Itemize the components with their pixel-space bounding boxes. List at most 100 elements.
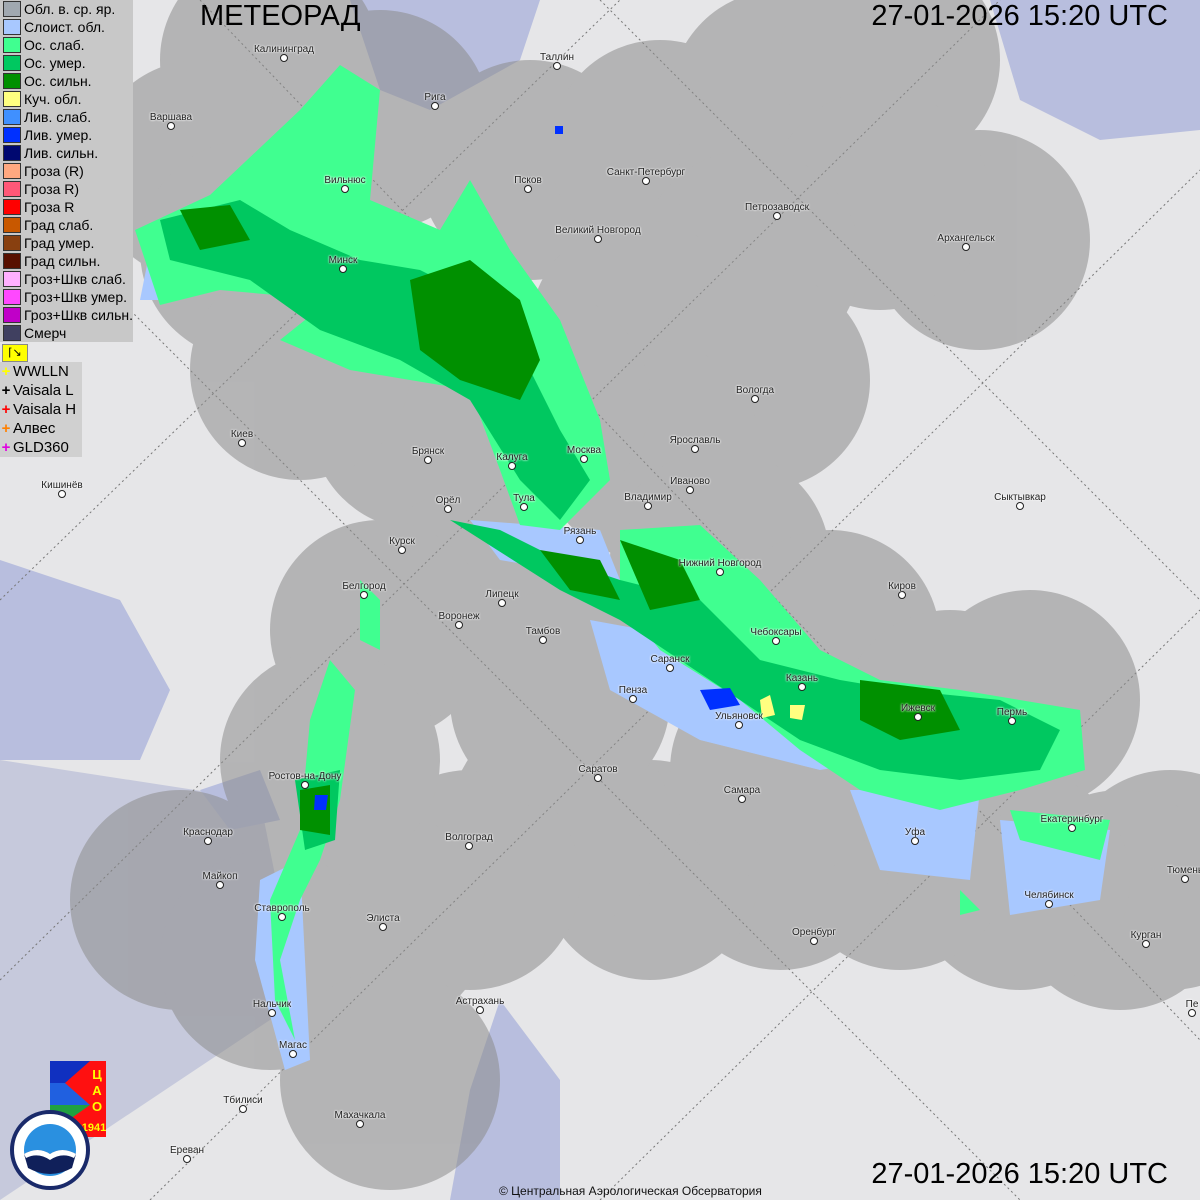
city-label: Калуга xyxy=(496,452,528,463)
legend-label: Гроза R) xyxy=(24,181,80,197)
legend-item: Град сильн. xyxy=(0,252,133,270)
legend-swatch xyxy=(3,1,21,17)
city-label: Волгоград xyxy=(445,832,493,843)
lightning-source: + Алвес xyxy=(0,419,82,438)
city-label: Воронеж xyxy=(438,611,480,622)
city-marker xyxy=(735,721,743,729)
city-marker xyxy=(465,842,473,850)
city-label: Пенза xyxy=(618,685,648,696)
lightning-cross-icon: + xyxy=(1,382,11,399)
city-marker xyxy=(379,923,387,931)
city-marker xyxy=(691,445,699,453)
city-marker xyxy=(629,695,637,703)
city-label: Ростов-на-Дону xyxy=(268,771,342,782)
city-marker xyxy=(204,837,212,845)
legend-swatch xyxy=(3,181,21,197)
city-label: Калининград xyxy=(253,44,315,55)
legend-label: Гроз+Шкв слаб. xyxy=(24,271,126,287)
city-marker xyxy=(301,781,309,789)
city-label: Таллин xyxy=(540,52,574,63)
city-label: Самара xyxy=(723,785,761,796)
city-marker xyxy=(431,102,439,110)
city-marker xyxy=(773,212,781,220)
city-marker xyxy=(356,1120,364,1128)
copyright: © Центральная Аэрологическая Обсерватори… xyxy=(499,1184,762,1198)
legend-swatch xyxy=(3,235,21,251)
city-label: Ставрополь xyxy=(254,903,310,914)
legend-swatch xyxy=(3,253,21,269)
legend-item: Лив. сильн. xyxy=(0,144,133,162)
legend-swatch xyxy=(3,289,21,305)
svg-text:А: А xyxy=(92,1083,102,1098)
city-marker xyxy=(216,881,224,889)
lightning-label: WWLLN xyxy=(13,363,69,380)
svg-text:О: О xyxy=(92,1099,102,1114)
legend-label: Ос. умер. xyxy=(24,55,86,71)
legend-item: Град слаб. xyxy=(0,216,133,234)
legend-item: Ос. умер. xyxy=(0,54,133,72)
city-marker xyxy=(239,1105,247,1113)
lightning-label: GLD360 xyxy=(13,439,69,456)
city-label: Тула xyxy=(513,493,535,504)
legend-item: Гроз+Шкв умер. xyxy=(0,288,133,306)
city-label: Элиста xyxy=(366,913,400,924)
lightning-label: Vaisala L xyxy=(13,382,74,399)
city-label: Ижевск xyxy=(900,703,936,714)
city-marker xyxy=(898,591,906,599)
legend-label: Град умер. xyxy=(24,235,95,251)
timestamp-bottom: 27-01-2026 15:20 UTC xyxy=(871,1158,1168,1190)
legend-label: Ос. слаб. xyxy=(24,37,85,53)
legend-label: Куч. обл. xyxy=(24,91,82,107)
legend-swatch xyxy=(3,55,21,71)
city-marker xyxy=(914,713,922,721)
legend-item: Гроза R) xyxy=(0,180,133,198)
legend-swatch xyxy=(3,325,21,341)
legend-label: Град сильн. xyxy=(24,253,101,269)
legend-swatch xyxy=(3,163,21,179)
city-marker xyxy=(1142,940,1150,948)
city-label: Магас xyxy=(279,1040,307,1051)
timestamp-top: 27-01-2026 15:20 UTC xyxy=(871,0,1168,32)
legend-label: Обл. в. ср. яр. xyxy=(24,1,116,17)
legend-item: Лив. умер. xyxy=(0,126,133,144)
city-label: Ереван xyxy=(169,1145,205,1156)
legend-label: Град слаб. xyxy=(24,217,94,233)
legend-swatch xyxy=(3,19,21,35)
legend-label: Гроз+Шкв умер. xyxy=(24,289,128,305)
flag-icon[interactable]: ⌈↘ xyxy=(2,344,28,362)
city-label: Липецк xyxy=(485,589,519,600)
city-marker xyxy=(1068,824,1076,832)
legend-item: Слоист. обл. xyxy=(0,18,133,36)
city-marker xyxy=(339,265,347,273)
legend-item: Обл. в. ср. яр. xyxy=(0,0,133,18)
city-marker xyxy=(798,683,806,691)
city-label: Екатеринбург xyxy=(1040,814,1104,825)
city-marker xyxy=(167,122,175,130)
city-label: Нижний Новгород xyxy=(678,558,762,569)
city-label: Вильнюс xyxy=(324,175,366,186)
legend-label: Ос. сильн. xyxy=(24,73,92,89)
lightning-source: + Vaisala L xyxy=(0,381,82,400)
svg-text:1941: 1941 xyxy=(82,1122,106,1134)
city-label: Кишинёв xyxy=(41,480,83,491)
svg-text:Ц: Ц xyxy=(92,1067,102,1082)
city-marker xyxy=(268,1009,276,1017)
precipitation-legend: Обл. в. ср. яр. Слоист. обл. Ос. слаб. Ос. … xyxy=(0,0,133,342)
city-marker xyxy=(238,439,246,447)
city-marker xyxy=(642,177,650,185)
city-marker xyxy=(341,185,349,193)
city-label: Майкоп xyxy=(202,871,238,882)
lightning-cross-icon: + xyxy=(1,363,11,380)
legend-swatch xyxy=(3,145,21,161)
legend-swatch xyxy=(3,91,21,107)
precipitation xyxy=(135,65,1110,1070)
city-label: Владимир xyxy=(624,492,672,503)
city-label: Нальчик xyxy=(252,999,292,1010)
city-label: Варшава xyxy=(149,112,193,123)
city-label: Белгород xyxy=(342,581,386,592)
city-label: Казань xyxy=(785,673,819,684)
city-marker xyxy=(594,774,602,782)
lightning-label: Vaisala H xyxy=(13,401,77,418)
city-label: Махачкала xyxy=(334,1110,386,1121)
